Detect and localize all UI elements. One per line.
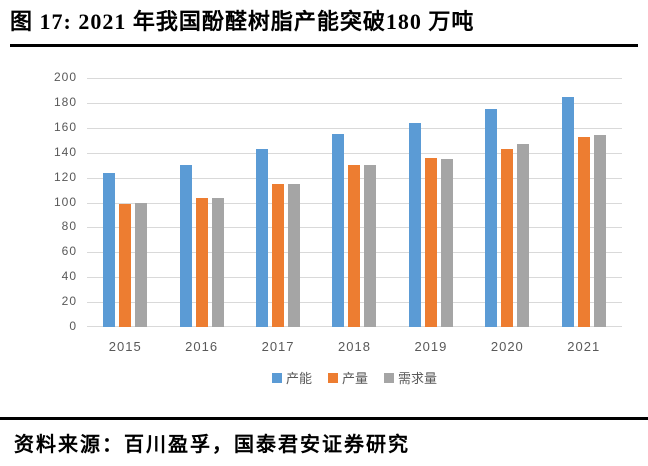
y-axis-tick-label: 120: [53, 169, 77, 184]
x-axis-label-2021: 2021: [567, 339, 601, 354]
bar-group-2020: [469, 78, 545, 327]
x-axis-label-2018: 2018: [338, 339, 371, 354]
x-axis: 2015 2016 2017 2018 2019 2020 2021: [87, 339, 622, 354]
legend-label-需求量: 需求量: [398, 371, 438, 386]
bar-产量-2016: [195, 197, 208, 327]
bar-需求量-2015: [135, 202, 148, 327]
legend-item-产能: 产能: [271, 368, 312, 387]
y-axis-tick-label: 180: [53, 94, 77, 109]
y-axis-tick-label: 0: [69, 319, 77, 333]
legend-swatch-需求量: [384, 372, 394, 383]
x-axis-label-2016: 2016: [185, 339, 219, 354]
figure-header: 图 17: 2021 年我国酚醛树脂产能突破180 万吨: [0, 0, 648, 47]
x-axis-label-2015: 2015: [108, 339, 142, 354]
bar-group-2018: [316, 78, 392, 327]
footer-divider: [0, 417, 648, 420]
bar-需求量-2018: [364, 165, 377, 327]
bar-产量-2017: [272, 183, 285, 327]
bar-需求量-2017: [288, 183, 301, 327]
bar-chart: 0 20 40 60 80 100 120 140 160 180 200 2015 2016 2017…: [0, 47, 648, 417]
bar-产能-2015: [103, 172, 116, 327]
gridline: [87, 152, 622, 154]
bar-group-2021: [546, 78, 622, 327]
bars-layer: [87, 78, 622, 327]
y-axis-tick-label: 40: [61, 269, 77, 284]
gridline: [87, 102, 622, 104]
bar-产能-2016: [179, 165, 192, 327]
bar-group-2016: [163, 78, 239, 327]
legend-label-产能: 产能: [285, 371, 312, 386]
gridline: [87, 78, 622, 79]
bar-group-2017: [240, 78, 316, 327]
bar-需求量-2016: [211, 197, 224, 327]
y-axis-tick-label: 60: [61, 244, 77, 259]
plot-area: [87, 78, 622, 327]
bar-产量-2019: [424, 157, 437, 327]
bar-产能-2017: [256, 149, 269, 327]
bar-需求量-2019: [440, 158, 453, 327]
bar-需求量-2021: [593, 135, 606, 327]
legend-swatch-产量: [327, 372, 338, 383]
y-axis-tick-label: 140: [53, 144, 77, 159]
y-axis-tick-label: 20: [61, 294, 77, 309]
bar-产量-2015: [119, 203, 132, 327]
source-note: 资料来源：百川盈孚，国泰君安证券研究: [14, 434, 410, 456]
bar-产量-2020: [501, 149, 514, 327]
legend-item-需求量: 需求量: [384, 368, 437, 387]
bar-产能-2020: [485, 109, 498, 327]
bar-产量-2021: [577, 136, 590, 327]
bar-需求量-2020: [517, 144, 530, 327]
legend-label-产量: 产量: [341, 371, 368, 386]
bar-产能-2019: [408, 122, 421, 327]
x-axis-label-2019: 2019: [414, 339, 448, 354]
y-axis-tick-label: 160: [53, 119, 77, 134]
header-divider: [10, 44, 638, 47]
bar-产能-2021: [561, 96, 574, 327]
bar-产量-2018: [348, 165, 361, 327]
legend-swatch-产能: [271, 372, 282, 383]
x-axis-label-2020: 2020: [490, 339, 524, 354]
bar-group-2019: [393, 78, 469, 327]
gridline: [87, 127, 622, 129]
y-axis-tick-label: 80: [61, 219, 77, 234]
legend-item-产量: 产量: [327, 368, 368, 387]
y-axis-tick-label: 200: [53, 70, 77, 84]
chart-legend: 产能 产量 需求量: [87, 368, 622, 387]
bar-group-2015: [87, 78, 163, 327]
y-axis-tick-label: 100: [53, 194, 77, 209]
bar-产能-2018: [332, 134, 345, 327]
figure-title: 图 17: 2021 年我国酚醛树脂产能突破180 万吨: [10, 9, 475, 34]
x-axis-label-2017: 2017: [261, 339, 295, 354]
